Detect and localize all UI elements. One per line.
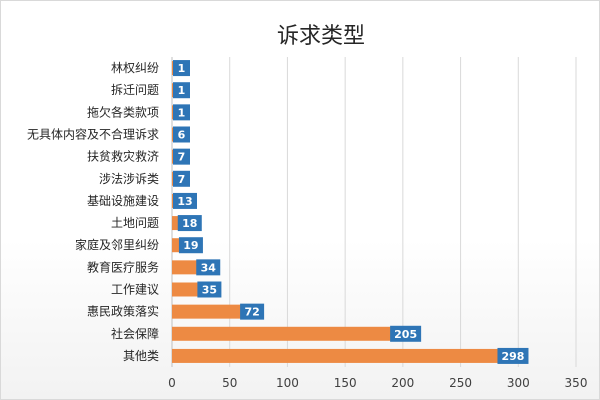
x-tick-label: 250 xyxy=(449,376,472,390)
bar xyxy=(172,61,174,76)
x-tick-label: 350 xyxy=(565,376,588,390)
category-label: 涉法涉诉类 xyxy=(99,172,159,186)
bar xyxy=(172,105,174,120)
data-label: 6 xyxy=(178,129,186,142)
data-label: 7 xyxy=(178,151,186,164)
category-labels: 林权纠纷拆迁问题拖欠各类款项无具体内容及不合理诉求扶贫救灾救济涉法涉诉类基础设施… xyxy=(27,61,159,363)
data-label: 34 xyxy=(201,261,217,274)
bar xyxy=(172,83,174,98)
x-tick-label: 0 xyxy=(168,376,176,390)
data-label-box xyxy=(173,192,197,209)
category-label: 土地问题 xyxy=(111,216,159,230)
data-label: 205 xyxy=(394,328,417,341)
x-axis-ticks: 0 50 100 150 200 250 300 350 xyxy=(168,376,587,390)
data-label: 1 xyxy=(178,84,186,97)
category-label: 无具体内容及不合理诉求 xyxy=(27,127,159,142)
data-label: 35 xyxy=(202,284,217,297)
category-label: 惠民政策落实 xyxy=(87,304,159,319)
category-label: 林权纠纷 xyxy=(111,61,159,75)
chart-title: 诉求类型 xyxy=(277,24,365,49)
data-label-box xyxy=(390,325,422,342)
data-label-box xyxy=(173,148,190,165)
category-label: 教育医疗服务 xyxy=(87,259,159,274)
category-label: 社会保障 xyxy=(111,326,159,341)
data-label: 13 xyxy=(177,195,192,208)
x-tick-label: 50 xyxy=(222,376,237,390)
data-label-box xyxy=(173,126,190,143)
category-label: 扶贫救灾救济 xyxy=(87,149,159,164)
x-tick-label: 300 xyxy=(507,376,530,390)
data-label-box xyxy=(497,347,529,364)
data-label-box xyxy=(240,303,265,320)
data-label-box xyxy=(173,60,190,77)
data-label: 298 xyxy=(501,350,524,363)
data-label-box xyxy=(173,170,190,187)
bar xyxy=(172,304,256,319)
category-label: 拆迁问题 xyxy=(111,82,159,97)
data-label-box xyxy=(173,104,190,121)
category-label: 拖欠各类款项 xyxy=(87,104,159,119)
data-label-box xyxy=(196,259,221,276)
data-label: 72 xyxy=(244,306,259,319)
x-tick-label: 100 xyxy=(276,376,299,390)
data-label: 18 xyxy=(182,217,197,230)
data-label: 1 xyxy=(178,106,186,119)
category-label: 其他类 xyxy=(123,349,159,363)
bar xyxy=(172,348,516,363)
bar xyxy=(172,326,409,341)
data-label-box xyxy=(173,82,190,99)
x-tick-label: 200 xyxy=(391,376,414,390)
data-label: 7 xyxy=(178,173,186,186)
x-tick-label: 150 xyxy=(334,376,357,390)
data-label-box xyxy=(197,281,222,298)
category-label: 家庭及邻里纠纷 xyxy=(75,237,159,252)
category-label: 工作建议 xyxy=(111,283,159,297)
data-label-box xyxy=(178,237,203,254)
data-label: 19 xyxy=(183,239,198,252)
category-label: 基础设施建设 xyxy=(87,194,159,208)
data-label: 1 xyxy=(178,62,186,75)
grid-lines xyxy=(171,57,577,367)
data-label-box xyxy=(177,215,202,232)
